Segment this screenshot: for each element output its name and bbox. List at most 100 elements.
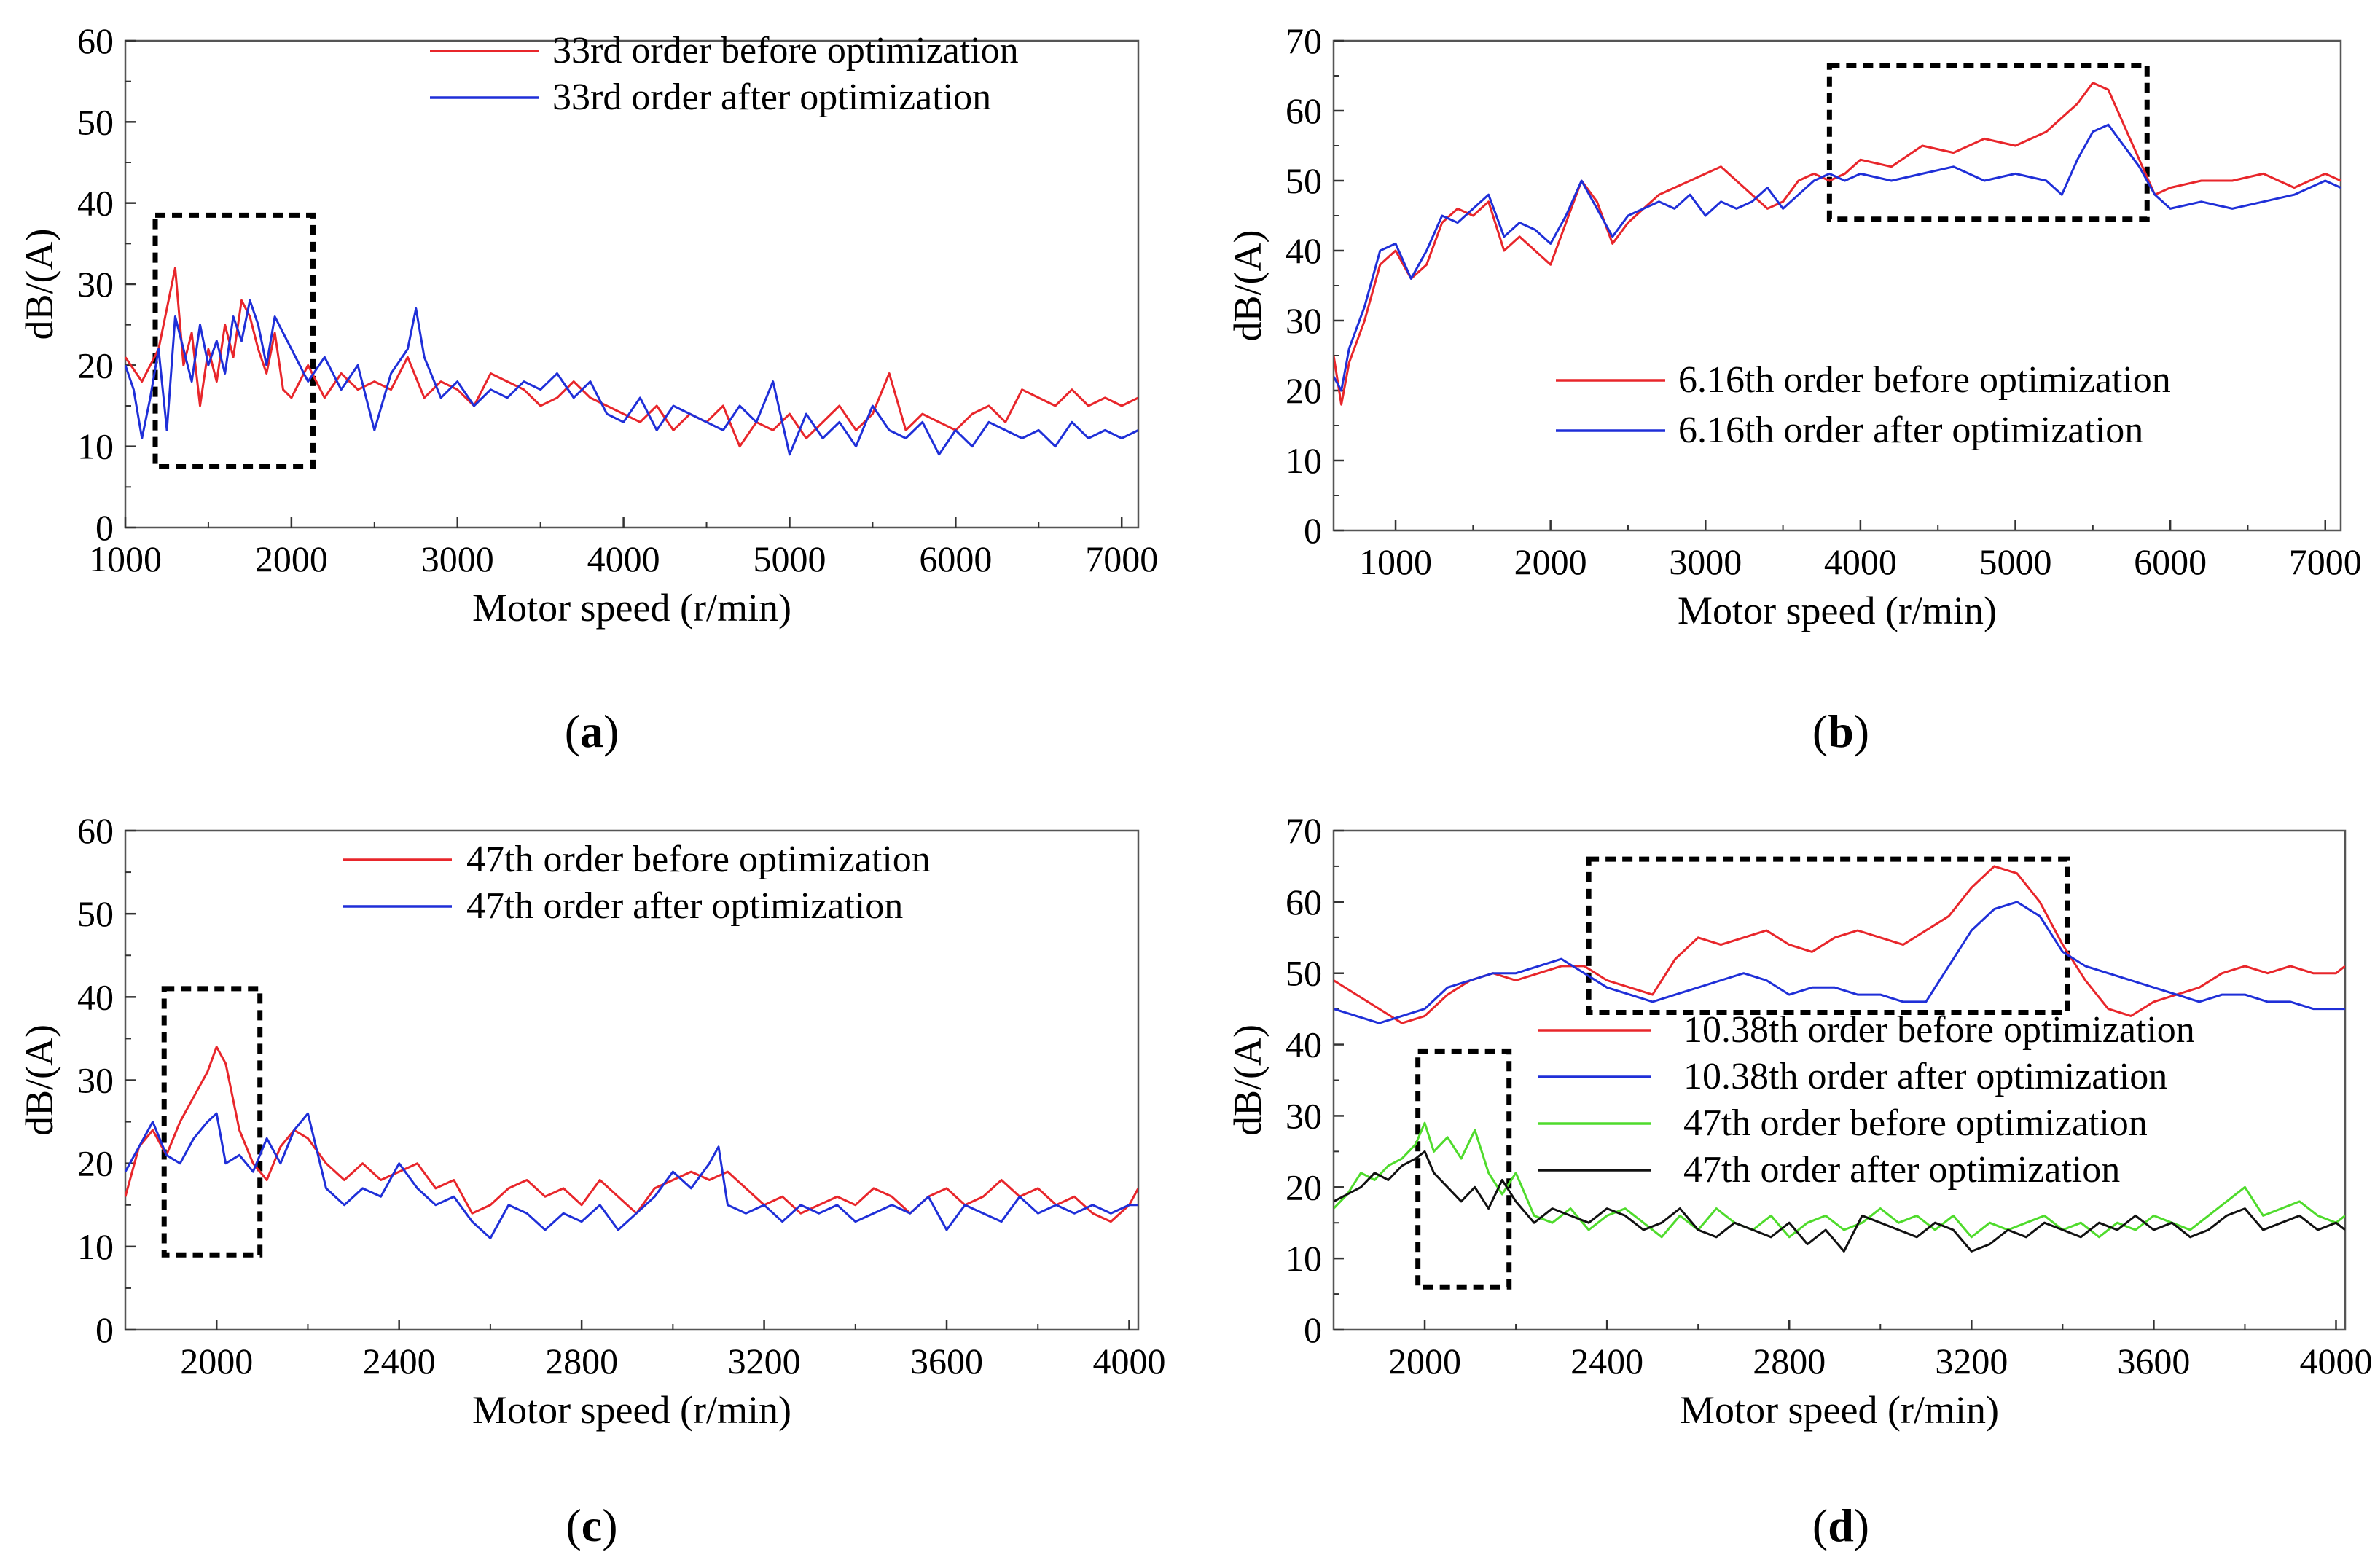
series-line-1 xyxy=(1334,82,2341,406)
y-tick-label: 0 xyxy=(95,1309,114,1350)
series-group xyxy=(1334,865,2345,1253)
chart-panel-d: 0 10 20 30 40 50 60 70 2000 2400 2800 3200 3600 4000 M… xyxy=(1226,810,2372,1551)
series-group xyxy=(1334,82,2341,406)
y-tick-label: 60 xyxy=(77,20,114,61)
x-axis-title: Motor speed (r/min) xyxy=(472,586,791,630)
legend-entry: 6.16th order after optimization xyxy=(1678,409,2143,451)
x-tick-label: 7000 xyxy=(2289,541,2362,582)
panel-label: (c) xyxy=(566,1500,617,1551)
chart-panel-a: 0 10 20 30 40 50 60 1000 2000 3000 4000 5000 6000 700… xyxy=(17,20,1158,757)
legend-entry: 6.16th order before optimization xyxy=(1678,359,2171,401)
panel-label: (d) xyxy=(1812,1500,1869,1551)
y-axis-title: dB/(A) xyxy=(17,229,61,340)
x-tick-label: 4000 xyxy=(1092,1341,1165,1381)
x-tick-label: 3000 xyxy=(421,538,494,579)
legend: 47th order before optimization 47th order… xyxy=(343,839,931,927)
legend-entry: 33rd order after optimization xyxy=(552,77,991,118)
y-tick-label: 10 xyxy=(77,1226,114,1267)
y-tick-label: 50 xyxy=(1286,160,1322,201)
y-tick-label: 10 xyxy=(77,426,114,467)
legend-entry: 10.38th order before optimization xyxy=(1683,1009,2195,1051)
highlight-box xyxy=(152,212,316,469)
series-line-2 xyxy=(1334,123,2341,392)
legend: 33rd order before optimization 33rd order… xyxy=(430,30,1019,118)
plot-frame xyxy=(1332,39,2342,532)
y-tick-label: 60 xyxy=(77,810,114,851)
x-tick-label: 6000 xyxy=(919,538,992,579)
series-line-1 xyxy=(1334,865,2345,1024)
legend-entry: 10.38th order after optimization xyxy=(1683,1056,2167,1097)
y-tick-label: 20 xyxy=(1286,1167,1322,1207)
y-tick-label: 70 xyxy=(1286,810,1322,851)
series-group xyxy=(125,1046,1138,1239)
highlight-box xyxy=(161,986,263,1258)
y-axis-title: dB/(A) xyxy=(1226,1024,1269,1136)
chart-panel-b: 0 10 20 30 40 50 60 70 1000 2000 3000 4000 5000 6000 7… xyxy=(1226,20,2362,757)
x-tick-label: 6000 xyxy=(2134,541,2207,582)
legend: 10.38th order before optimization 10.38th… xyxy=(1538,1009,2195,1191)
y-tick-label: 40 xyxy=(77,183,114,224)
x-tick-label: 1000 xyxy=(1359,541,1432,582)
legend-entry: 47th order before optimization xyxy=(466,839,931,880)
x-axis-title: Motor speed (r/min) xyxy=(1678,589,1997,632)
x-tick-label: 4000 xyxy=(587,538,660,579)
y-tick-label: 30 xyxy=(1286,1095,1322,1136)
x-tick-label: 4000 xyxy=(1824,541,1897,582)
x-tick-label: 2000 xyxy=(1388,1341,1461,1381)
x-tick-label: 7000 xyxy=(1085,538,1158,579)
y-tick-label: 0 xyxy=(1304,1309,1322,1350)
x-tick-label: 2400 xyxy=(1570,1341,1643,1381)
y-tick-label: 50 xyxy=(1286,953,1322,994)
y-tick-label: 30 xyxy=(77,1060,114,1101)
y-tick-label: 40 xyxy=(1286,1024,1322,1065)
highlight-box xyxy=(1586,856,2070,1016)
series-line-1 xyxy=(125,1046,1138,1223)
x-tick-label: 3600 xyxy=(2117,1341,2190,1381)
highlight-box xyxy=(1415,1048,1512,1290)
y-tick-label: 20 xyxy=(77,1143,114,1184)
x-tick-label: 2000 xyxy=(255,538,328,579)
x-tick-label: 3200 xyxy=(728,1341,801,1381)
x-tick-label: 3200 xyxy=(1935,1341,2008,1381)
series-line-1 xyxy=(125,267,1138,448)
y-tick-label: 0 xyxy=(95,507,114,548)
x-tick-label: 2400 xyxy=(363,1341,436,1381)
y-tick-label: 30 xyxy=(77,264,114,305)
series-group xyxy=(125,267,1138,456)
series-line-2 xyxy=(1334,901,2345,1024)
y-tick-label: 0 xyxy=(1304,510,1322,551)
series-line-2 xyxy=(125,1112,1138,1239)
series-line-4 xyxy=(1334,1150,2345,1253)
series-line-2 xyxy=(125,299,1138,456)
x-axis-title: Motor speed (r/min) xyxy=(1680,1388,1999,1432)
panel-label: (b) xyxy=(1812,705,1869,757)
x-tick-label: 3600 xyxy=(910,1341,983,1381)
x-tick-label: 3000 xyxy=(1669,541,1742,582)
x-tick-label: 5000 xyxy=(1979,541,2052,582)
y-tick-label: 20 xyxy=(1286,370,1322,411)
panel-label: (a) xyxy=(565,705,619,757)
y-axis-title: dB/(A) xyxy=(1226,230,1269,342)
y-tick-label: 60 xyxy=(1286,90,1322,131)
legend-entry: 47th order before optimization xyxy=(1683,1102,2148,1144)
x-tick-label: 2000 xyxy=(1514,541,1587,582)
x-tick-label: 1000 xyxy=(89,538,162,579)
legend: 6.16th order before optimization 6.16th o… xyxy=(1556,359,2171,451)
y-tick-label: 60 xyxy=(1286,882,1322,922)
y-tick-label: 40 xyxy=(77,976,114,1017)
y-tick-label: 20 xyxy=(77,345,114,385)
y-tick-label: 30 xyxy=(1286,300,1322,341)
x-tick-label: 2000 xyxy=(180,1341,253,1381)
y-tick-label: 10 xyxy=(1286,1238,1322,1279)
y-axis-title: dB/(A) xyxy=(17,1024,61,1136)
x-tick-label: 2800 xyxy=(545,1341,618,1381)
legend-entry: 47th order after optimization xyxy=(1683,1149,2120,1191)
legend-entry: 47th order after optimization xyxy=(466,885,903,927)
x-tick-label: 2800 xyxy=(1753,1341,1826,1381)
y-tick-label: 50 xyxy=(77,893,114,934)
y-tick-label: 10 xyxy=(1286,440,1322,481)
x-axis-title: Motor speed (r/min) xyxy=(472,1388,791,1432)
y-tick-label: 70 xyxy=(1286,20,1322,61)
y-tick-label: 40 xyxy=(1286,230,1322,271)
